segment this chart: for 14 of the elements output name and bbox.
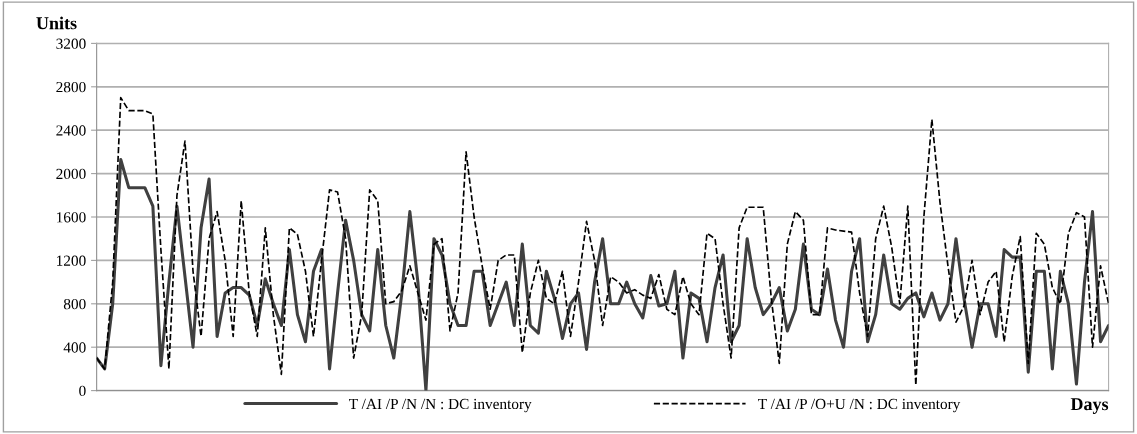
y-tick-label: 1200 (57, 255, 86, 266)
y-tick-label: 0 (79, 385, 86, 397)
y-tick-label: 2000 (56, 168, 86, 180)
y-tick-label: 400 (63, 342, 86, 353)
y-tick-label: 1600 (57, 212, 86, 223)
line-series (96, 96, 1109, 387)
y-tick-label: 800 (63, 298, 86, 310)
y-tick-label: 3200 (56, 38, 86, 49)
text: T /AI /P /O+U /N : DC inventory (758, 398, 961, 413)
x-axis-title: Days (1070, 398, 1109, 414)
y-axis-title: Units (36, 16, 77, 30)
series-label: T /AI /P /N /N : DC inventory (349, 398, 532, 413)
y-tick-label: 2400 (56, 125, 86, 136)
y-tick-label: 2800 (56, 81, 86, 93)
